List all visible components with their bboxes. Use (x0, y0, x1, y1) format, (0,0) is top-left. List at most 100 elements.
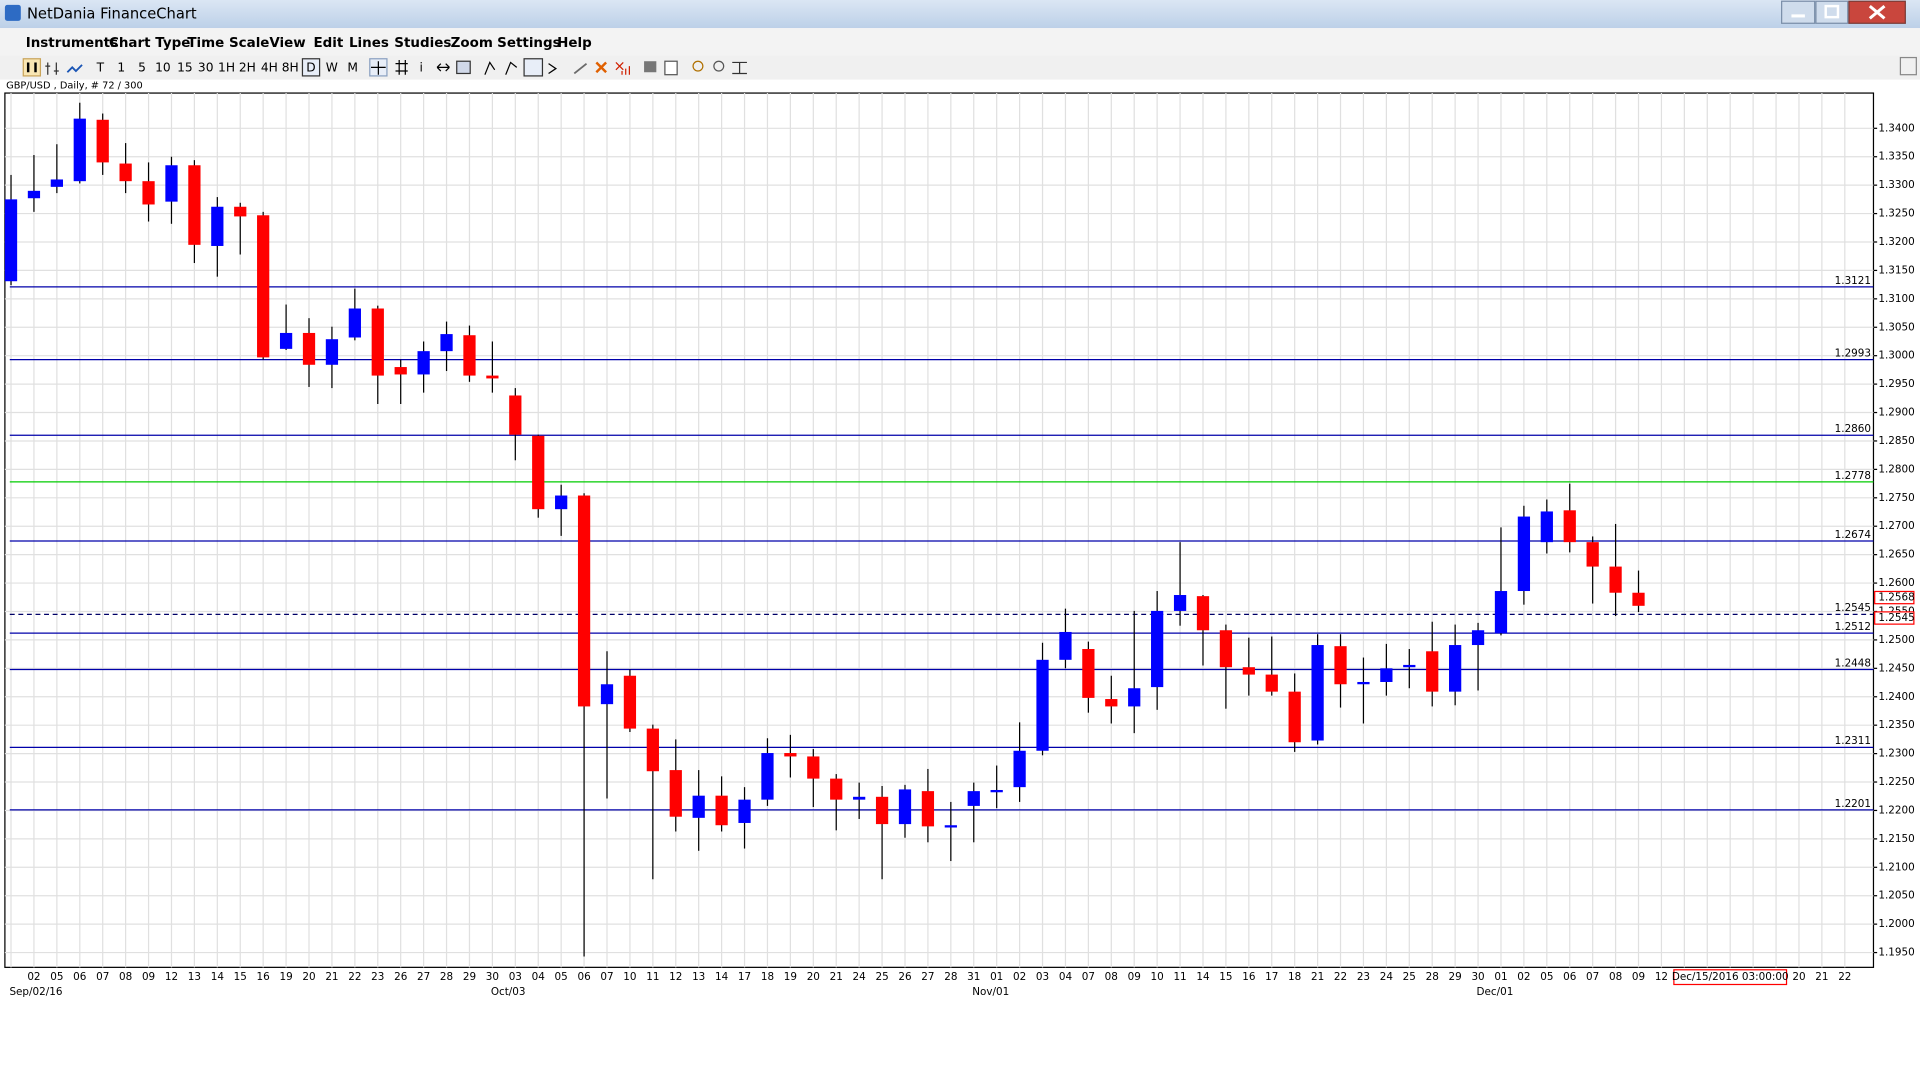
x-tick-label: 04 (1059, 971, 1073, 983)
x-tick-label: 05 (555, 971, 568, 983)
y-tick-label: 1.2650 (1878, 549, 1914, 561)
candle-body (921, 791, 935, 827)
tool-icon (644, 61, 657, 73)
x-tick-label: 05 (1540, 971, 1553, 983)
tool-button-label[interactable]: 1H (218, 60, 235, 74)
y-tick-label: 1.2300 (1878, 748, 1914, 760)
close-icon (1868, 4, 1886, 20)
candle-body (119, 163, 132, 182)
x-tick-label: 31 (967, 971, 980, 983)
tool-button-label[interactable]: T (96, 60, 105, 74)
tool-button-active[interactable] (301, 58, 321, 77)
title-bar (0, 0, 1920, 29)
menu-bar (0, 28, 1920, 56)
minimize-button[interactable] (1781, 0, 1816, 24)
candle-body (1311, 645, 1324, 741)
menu-item[interactable]: Studies (394, 36, 451, 51)
candle-body (279, 332, 293, 349)
candle-body (1586, 542, 1599, 567)
x-tick-label: 23 (371, 971, 384, 983)
y-tick-label: 1.2250 (1878, 776, 1914, 788)
candle-body (302, 332, 316, 365)
scroll-button[interactable] (1899, 56, 1917, 76)
tool-icon (371, 61, 386, 75)
tool-button-label[interactable]: 15 (177, 60, 193, 74)
price-marker-box (1874, 611, 1915, 625)
window-title: NetDania FinanceChart (27, 6, 197, 23)
x-tick-label: 14 (715, 971, 729, 983)
cursor-date-label: Dec/15/2016 03:00:00 (1672, 971, 1789, 983)
line-label: 1.2201 (1835, 798, 1871, 810)
tool-button-label[interactable]: 10 (155, 60, 171, 74)
tool-button[interactable] (22, 58, 42, 77)
x-tick-label: 18 (761, 971, 774, 983)
y-tick-label: 1.2700 (1878, 520, 1914, 532)
tool-icon (26, 62, 37, 73)
x-tick-label: 21 (325, 971, 338, 983)
menu-item[interactable]: View (269, 36, 305, 51)
tool-button-label[interactable]: 5 (138, 60, 146, 74)
menu-item[interactable]: Edit (313, 36, 343, 51)
candle-body (1517, 516, 1531, 592)
y-tick-label: 1.2350 (1878, 719, 1914, 731)
x-tick-label: 19 (279, 971, 292, 983)
candle-body (440, 334, 453, 352)
tool-button-label[interactable]: W (326, 60, 338, 74)
menu-item[interactable]: Lines (349, 36, 389, 51)
x-tick-label: 07 (1082, 971, 1095, 983)
tool-button-label[interactable]: M (347, 60, 358, 74)
x-tick-label: 12 (669, 971, 682, 983)
line-label: 1.2448 (1835, 657, 1871, 669)
x-tick-label: 07 (600, 971, 613, 983)
candle-body (234, 206, 247, 217)
tool-icon (732, 61, 747, 75)
line-label: 1.2545 (1835, 602, 1871, 614)
tool-button-label[interactable]: D (306, 60, 315, 74)
candle-body (463, 335, 476, 376)
y-tick-label: 1.3300 (1878, 179, 1914, 191)
menu-item[interactable]: Zoom (451, 36, 493, 51)
menu-item[interactable]: Help (557, 36, 592, 51)
candle-body (142, 181, 155, 205)
x-tick-label: 30 (486, 971, 499, 983)
candle-body (715, 795, 728, 826)
candle-body (669, 770, 682, 817)
candle-body (1449, 645, 1462, 692)
candle-body (555, 495, 568, 510)
candle-body (646, 728, 659, 772)
candle-body (1128, 688, 1141, 707)
menu-item[interactable]: Chart Type (109, 36, 190, 51)
candle-body (1242, 667, 1255, 675)
menu-item[interactable]: Instruments (26, 36, 118, 51)
y-tick-label: 1.2150 (1878, 833, 1914, 845)
maximize-button[interactable] (1815, 0, 1849, 24)
menu-item[interactable]: Settings (497, 36, 561, 51)
tool-button[interactable] (523, 58, 544, 77)
menu-item[interactable]: Time Scale (187, 36, 269, 51)
candle-body (73, 118, 86, 182)
tool-icon (456, 60, 471, 75)
candle-body (761, 753, 774, 800)
x-tick-label: 24 (1380, 971, 1394, 983)
tool-icon (548, 63, 558, 74)
tool-icon (692, 60, 704, 72)
candle-body (532, 435, 545, 510)
y-tick-label: 1.2500 (1878, 634, 1914, 646)
tool-button-label[interactable]: 1 (117, 60, 125, 74)
x-tick-label: 20 (807, 971, 820, 983)
x-tick-label: 06 (73, 971, 86, 983)
candles (4, 102, 1645, 957)
price-marker-box (1874, 590, 1915, 605)
candle-body (807, 756, 820, 779)
tool-button-label[interactable]: i (420, 60, 423, 74)
x-tick-label: 17 (1265, 971, 1278, 983)
plot-area (4, 92, 1875, 968)
tool-button-label[interactable]: 4H (261, 60, 278, 74)
tool-button-label[interactable]: 2H (239, 60, 256, 74)
candle-body (394, 367, 407, 375)
candle-body (1334, 646, 1347, 685)
tool-button-label[interactable]: 8H (282, 60, 299, 74)
tool-button-label[interactable]: 30 (198, 60, 214, 74)
